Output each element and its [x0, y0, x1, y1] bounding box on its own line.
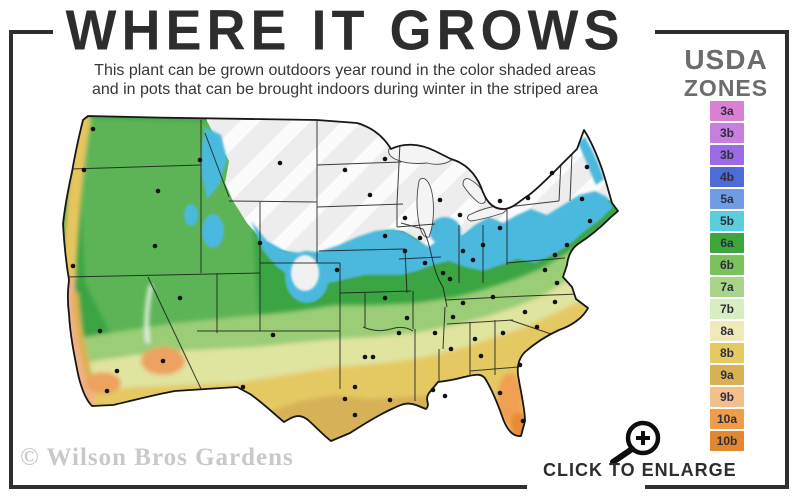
zone-list: 3a 3b 3b 4b 5a 5b 6a 6b 7a 7b 8a 8b 9a 9b 10a 10b: [710, 101, 744, 453]
zone-swatch-3b-2: 3b: [710, 145, 744, 165]
legend-title: USDA ZONES: [668, 46, 784, 100]
magnifier-plus-icon[interactable]: [603, 404, 665, 471]
usda-zones-legend: USDA ZONES 3a 3b 3b 4b 5a 5b 6a 6b 7a 7b 8a 8b 9a 9b 1…: [668, 46, 784, 451]
zone-swatch-7b-9: 7b: [710, 299, 744, 319]
click-to-enlarge-label[interactable]: CLICK TO ENLARGE: [543, 460, 737, 480]
zone-swatch-4b-3: 4b: [710, 167, 744, 187]
zone-swatch-8a-10: 8a: [710, 321, 744, 341]
usa-outline: [62, 115, 619, 442]
legend-title-line1: USDA: [684, 44, 768, 75]
subtitle-line-2: and in pots that can be brought indoors …: [91, 81, 599, 98]
usa-zone-map[interactable]: [55, 103, 630, 480]
frame-bottom-left-segment: [9, 485, 527, 489]
zone-swatch-3b-1: 3b: [710, 123, 744, 143]
zone-swatch-10b-15: 10b: [710, 431, 744, 451]
zone-swatch-7a-8: 7a: [710, 277, 744, 297]
frame-bottom-right-segment: [645, 485, 789, 489]
zone-shading: [63, 116, 618, 441]
subtitle: This plant can be grown outdoors year ro…: [25, 61, 665, 99]
city-dots: [70, 126, 593, 424]
zone-swatch-6a-6: 6a: [710, 233, 744, 253]
zone-swatch-10a-14: 10a: [710, 409, 744, 429]
zone-swatch-9a-12: 9a: [710, 365, 744, 385]
frame-right-segment: [785, 30, 789, 489]
watermark: © Wilson Bros Gardens: [20, 444, 294, 471]
zone-swatch-6b-7: 6b: [710, 255, 744, 275]
page-title: WHERE IT GROWS: [65, 0, 625, 63]
zone-swatch-5a-4: 5a: [710, 189, 744, 209]
zone-swatch-8b-11: 8b: [710, 343, 744, 363]
frame-top-right-segment: [655, 30, 789, 34]
subtitle-line-1: This plant can be grown outdoors year ro…: [94, 62, 596, 79]
zone-swatch-9b-13: 9b: [710, 387, 744, 407]
zone-swatch-5b-5: 5b: [710, 211, 744, 231]
state-borders: [65, 120, 580, 401]
usa-zone-map-svg: [62, 115, 619, 442]
legend-title-line2: ZONES: [683, 75, 769, 101]
zone-swatch-3a-0: 3a: [710, 101, 744, 121]
frame-top-left-segment: [9, 30, 53, 34]
frame-left-segment: [9, 30, 13, 489]
